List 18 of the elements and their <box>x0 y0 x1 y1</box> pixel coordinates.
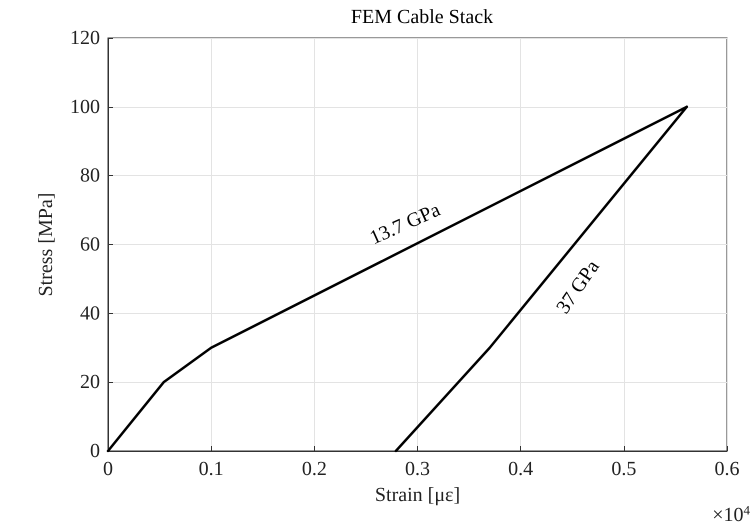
annotation: 37 GPa <box>552 256 604 318</box>
x-tick-label: 0.6 <box>714 458 740 480</box>
y-tick-label: 40 <box>80 302 100 324</box>
x-tick-label: 0.1 <box>198 458 224 480</box>
y-tick-label: 0 <box>90 440 100 462</box>
x-axis-title: Strain [με] <box>374 484 460 506</box>
x-tick-label: 0.4 <box>508 458 534 480</box>
annotation: 13.7 GPa <box>366 198 444 250</box>
y-tick-label: 100 <box>70 96 100 118</box>
y-tick-label: 80 <box>80 164 100 187</box>
x-tick-label: 0.3 <box>405 458 430 480</box>
y-tick-label: 120 <box>70 27 100 49</box>
chart-title: FEM Cable Stack <box>350 6 494 28</box>
y-tick-label: 20 <box>80 371 100 394</box>
x-tick-label: 0.5 <box>611 458 636 480</box>
y-axis-title: Stress [MPa] <box>35 192 57 296</box>
y-tick-label: 60 <box>80 234 100 256</box>
x-tick-label: 0.2 <box>302 458 327 480</box>
